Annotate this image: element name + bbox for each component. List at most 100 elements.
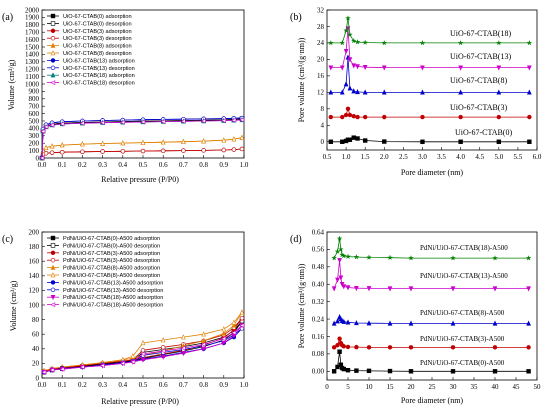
y-tick-label: 2000	[25, 6, 40, 14]
data-point	[231, 147, 237, 152]
series-line	[333, 238, 529, 259]
legend-entry: PdNi/UiO-67-CTAB(8)-A500 desorption	[63, 273, 160, 279]
data-point	[41, 369, 47, 375]
data-point	[492, 345, 498, 350]
y-tick-label: 100	[29, 301, 40, 309]
data-point	[180, 118, 186, 124]
x-tick-label: 10	[366, 383, 374, 391]
legend: UiO-67-CTAB(0) adsorptionUiO-67-CTAB(0) …	[47, 13, 135, 87]
y-tick-label: 1200	[25, 66, 40, 74]
y-tick-label: 0.00	[312, 368, 325, 376]
legend-marker	[50, 13, 56, 19]
data-point	[355, 136, 360, 141]
x-axis-label: Relative pressure (P/P0)	[101, 175, 179, 184]
data-point	[525, 255, 532, 261]
plot-frame	[326, 9, 538, 151]
data-point	[526, 369, 531, 374]
legend-entry: UiO-67-CTAB(0) adsorption	[63, 14, 132, 20]
y-tick-label: 0.24	[312, 315, 325, 323]
series-line	[43, 325, 243, 373]
data-point	[366, 345, 372, 350]
data-point	[80, 141, 85, 147]
legend-entry: UiO-67-CTAB(8) desorption	[63, 51, 132, 57]
data-point	[239, 134, 245, 140]
series-annotation: UiO-67-CTAB(3)	[450, 103, 507, 112]
series-0	[331, 349, 531, 374]
data-point	[200, 342, 206, 347]
data-point	[343, 112, 349, 118]
data-point	[221, 137, 227, 143]
y-tick-label: 1800	[25, 21, 40, 29]
y-tick-label: 0.64	[312, 228, 325, 236]
series-annotation: PdNi/UiO-67-CTAB(0)-A500	[420, 359, 505, 367]
legend-entry: UiO-67-CTAB(18) desorption	[63, 81, 135, 87]
series-line	[333, 260, 529, 290]
legend-entry: PdNi/UiO-67-CTAB(0)-A500 adsorption	[63, 236, 160, 242]
data-point	[221, 330, 227, 336]
x-tick-label: 4.5	[475, 153, 484, 161]
data-point	[347, 112, 353, 118]
data-point	[140, 340, 146, 346]
series-1	[331, 336, 531, 350]
x-tick-label: 30	[450, 383, 458, 391]
legend-entry: PdNi/UiO-67-CTAB(8)-A500 adsorption	[63, 266, 160, 272]
data-point	[354, 39, 361, 45]
y-tick-label: 1500	[25, 43, 40, 51]
data-point	[221, 340, 227, 346]
data-point	[343, 27, 350, 34]
data-point	[239, 309, 245, 315]
legend-marker	[50, 243, 56, 248]
data-point	[346, 31, 353, 38]
x-axis-label: Pore diameter (nm)	[401, 396, 464, 405]
legend-entry: UiO-67-CTAB(3) adsorption	[63, 29, 132, 35]
y-tick-label: 1700	[25, 29, 40, 37]
data-point	[458, 139, 463, 144]
legend-marker	[50, 302, 56, 307]
x-tick-label: 0.8	[199, 161, 208, 169]
data-point	[140, 139, 146, 145]
data-point	[355, 89, 360, 95]
data-point	[381, 89, 387, 95]
data-point	[458, 89, 464, 95]
x-tick-label: 0.8	[199, 381, 208, 389]
plot-frame	[326, 231, 538, 381]
data-point	[496, 139, 502, 144]
data-point	[387, 320, 393, 326]
data-point	[496, 89, 502, 95]
data-point	[120, 149, 126, 154]
data-point	[362, 39, 369, 46]
data-point	[351, 88, 357, 94]
y-tick-label: 0	[36, 374, 40, 382]
y-tick-label: 0	[36, 154, 40, 162]
x-tick-label: 0.9	[219, 161, 228, 169]
x-tick-label: 0.5	[139, 381, 148, 389]
series-4	[39, 134, 245, 161]
data-point	[336, 235, 343, 242]
data-point	[201, 346, 206, 352]
x-tick-label: 25	[429, 383, 437, 391]
data-point	[340, 114, 345, 120]
data-point	[496, 114, 502, 120]
x-tick-label: 3.5	[437, 153, 446, 161]
y-tick-label: 20	[32, 360, 40, 368]
x-tick-label: 0.5	[323, 153, 332, 161]
y-tick-label: 4	[321, 122, 325, 130]
data-point	[181, 148, 186, 153]
data-point	[343, 48, 349, 55]
y-tick-label: 80	[32, 316, 40, 324]
y-tick-label: 600	[29, 110, 40, 118]
y-tick-label: 32	[317, 6, 325, 14]
y-tick-label: 1600	[25, 36, 40, 44]
data-point	[492, 255, 498, 261]
data-point	[345, 319, 351, 325]
data-point	[366, 320, 372, 326]
data-point	[201, 331, 206, 337]
data-point	[43, 144, 49, 150]
data-point	[354, 368, 359, 373]
data-point	[355, 114, 360, 120]
data-point	[43, 124, 49, 130]
chart-panel-0: 0.0 0.1 0.2 0.3 0.4 0.5 0.6 0.7 0.8 0.9 1.00100200…	[2, 6, 249, 184]
series-annotation: PdNi/UiO-67-CTAB(8)-A500	[420, 309, 505, 317]
data-point	[201, 337, 206, 343]
series-3	[331, 258, 531, 292]
